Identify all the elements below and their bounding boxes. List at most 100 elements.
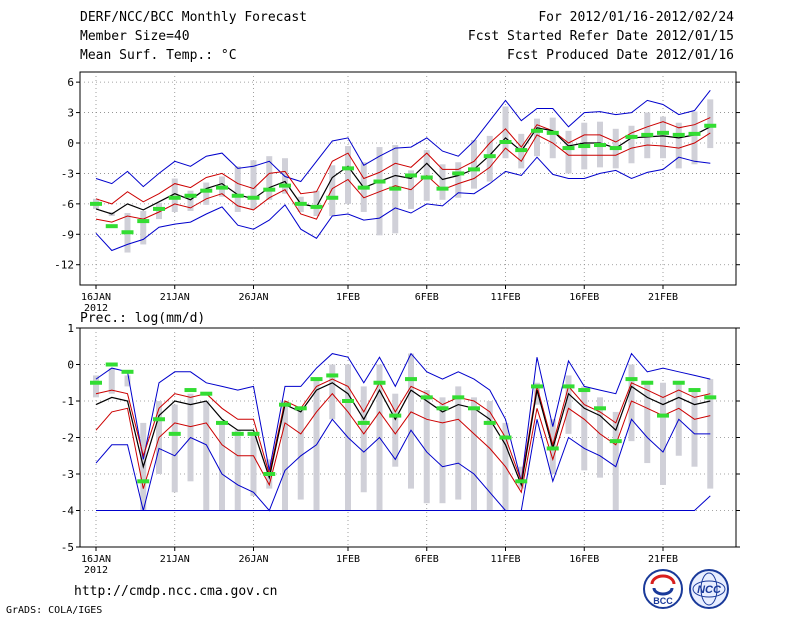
range-bar	[660, 116, 666, 159]
x-tick-sublabel: 2012	[84, 565, 108, 576]
observation-marker	[357, 185, 370, 190]
range-bar	[219, 422, 225, 511]
observation-marker	[688, 388, 701, 393]
x-tick-label: 21FEB	[648, 292, 678, 303]
observation-marker	[562, 384, 575, 389]
observation-marker	[420, 175, 433, 180]
range-bar	[691, 390, 698, 467]
x-tick-label: 16FEB	[569, 292, 599, 303]
y-tick-label: -3	[61, 167, 74, 180]
series-line-lo	[95, 392, 711, 494]
observation-marker	[168, 195, 181, 200]
observation-marker	[373, 380, 386, 385]
series-line-lo	[95, 132, 711, 223]
range-bar	[707, 99, 714, 149]
series-line-min	[95, 418, 711, 512]
range-bar	[282, 401, 288, 511]
range-bar	[597, 397, 603, 478]
observation-marker	[357, 420, 370, 425]
observation-marker	[609, 146, 622, 151]
observation-marker	[105, 224, 118, 229]
range-bar	[439, 164, 446, 200]
observation-marker	[625, 134, 638, 139]
observation-marker	[247, 195, 260, 200]
range-bar	[171, 178, 178, 212]
range-bar	[360, 386, 367, 493]
produced-date-label: Fcst Produced Date 2012/01/16	[507, 48, 734, 63]
observation-marker	[483, 154, 496, 159]
series-line-hi	[95, 117, 711, 205]
observation-marker	[216, 185, 228, 190]
series-line-floor	[96, 495, 711, 511]
range-bar	[502, 106, 509, 159]
range-bar	[234, 166, 241, 212]
start-date-label: Fcst Started Refer Date 2012/01/15	[467, 29, 734, 44]
range-bar	[345, 146, 351, 204]
y-tick-label: 0	[67, 359, 74, 372]
chart-title: DERF/NCC/BCC Monthly Forecast	[80, 10, 307, 25]
observation-marker	[531, 384, 543, 389]
observation-marker	[578, 144, 591, 149]
x-tick-label: 6FEB	[415, 292, 439, 303]
observation-marker	[121, 369, 134, 374]
x-tick-label: 16JAN	[81, 554, 111, 565]
observation-marker	[483, 420, 496, 425]
x-tick-label: 16FEB	[569, 554, 599, 565]
observation-marker	[405, 377, 417, 382]
range-bar	[313, 190, 320, 217]
x-tick-label: 11FEB	[490, 292, 520, 303]
range-bar	[581, 386, 588, 471]
range-bar	[108, 368, 115, 394]
observation-marker	[294, 201, 307, 206]
observation-marker	[672, 380, 685, 385]
observation-marker	[546, 446, 559, 451]
range-bar	[266, 156, 273, 200]
range-bar	[250, 433, 257, 496]
observation-marker	[436, 186, 449, 191]
x-tick-label: 6FEB	[415, 554, 439, 565]
observation-marker	[153, 206, 165, 211]
observation-marker	[168, 431, 181, 436]
observation-marker	[231, 193, 244, 198]
y-tick-label: 1	[67, 322, 74, 335]
observation-marker	[452, 171, 465, 176]
source-url: http://cmdp.ncc.cma.gov.cn	[74, 584, 278, 599]
ncc-logo: NCC	[689, 569, 729, 609]
observation-marker	[90, 380, 102, 385]
range-bar	[534, 118, 540, 157]
range-bar	[124, 375, 131, 387]
observation-marker	[310, 204, 323, 209]
observation-marker	[657, 130, 669, 135]
observation-marker	[342, 166, 354, 171]
series-line-hi	[95, 378, 711, 484]
range-bar	[486, 401, 493, 511]
range-bar	[329, 165, 336, 217]
range-bar	[423, 390, 430, 504]
observation-marker	[279, 183, 291, 188]
series-line-max	[95, 352, 711, 482]
observation-marker	[263, 472, 276, 476]
range-bar	[250, 160, 257, 209]
range-bar	[408, 353, 414, 489]
y-axis-label: Prec.: log(mm/d)	[80, 311, 205, 326]
observation-marker	[562, 146, 575, 151]
y-tick-label: 0	[67, 137, 74, 150]
observation-marker	[515, 148, 528, 153]
observation-marker	[641, 380, 654, 385]
member-size-label: Member Size=40	[80, 29, 190, 44]
range-bar	[329, 364, 336, 420]
observation-marker	[515, 479, 528, 484]
range-bar	[644, 382, 651, 464]
observation-marker	[90, 201, 102, 206]
observation-marker	[137, 479, 150, 484]
bcc-logo-text: BCC	[653, 596, 673, 606]
forecast-period-label: For 2012/01/16-2012/02/24	[538, 10, 734, 25]
x-tick-label: 26JAN	[238, 292, 268, 303]
range-bar	[203, 182, 210, 205]
series-line-mean	[95, 126, 711, 215]
bcc-logo: BCC	[643, 569, 683, 609]
range-bar	[187, 190, 194, 211]
observation-marker	[184, 388, 197, 393]
